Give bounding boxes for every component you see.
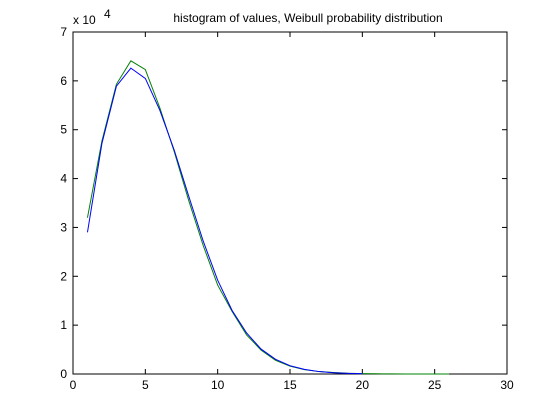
- x-tick-label: 5: [142, 378, 149, 392]
- plot-area: 0 5 10 15 20 25 30 0 1 2 3 4 5 6 7 x 10 4 histogram of va…: [60, 7, 514, 392]
- y-tick-label: 6: [60, 74, 67, 88]
- x-tick-label: 10: [211, 378, 225, 392]
- y-tick-label: 2: [60, 269, 67, 283]
- y-tick-label: 5: [60, 123, 67, 137]
- x-tick-label: 15: [283, 378, 297, 392]
- x-tick-label: 0: [70, 378, 77, 392]
- y-multiplier-label: x 10: [73, 13, 96, 27]
- series-line-2: [86, 67, 363, 375]
- y-tick-label: 3: [60, 220, 67, 234]
- y-multiplier-exponent: 4: [104, 7, 111, 21]
- y-tick-label: 0: [60, 367, 67, 381]
- y-tick-label: 7: [60, 25, 67, 39]
- series-line-1: [86, 60, 450, 375]
- y-tick-label: 4: [60, 172, 67, 186]
- x-tick-label: 30: [500, 378, 514, 392]
- y-tick-label: 1: [60, 318, 67, 332]
- x-tick-label: 25: [428, 378, 442, 392]
- chart-title: histogram of values, Weibull probability…: [173, 11, 442, 25]
- x-tick-label: 20: [356, 378, 370, 392]
